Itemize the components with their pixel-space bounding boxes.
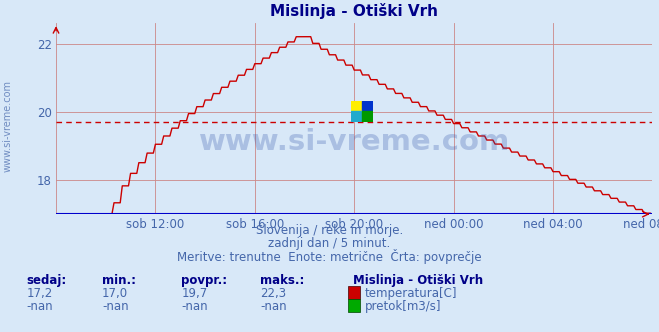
Bar bbox=[362, 112, 373, 122]
Text: 17,0: 17,0 bbox=[102, 287, 129, 300]
Text: temperatura[C]: temperatura[C] bbox=[364, 287, 457, 300]
Text: Meritve: trenutne  Enote: metrične  Črta: povprečje: Meritve: trenutne Enote: metrične Črta: … bbox=[177, 249, 482, 264]
Text: zadnji dan / 5 minut.: zadnji dan / 5 minut. bbox=[268, 237, 391, 250]
Text: -nan: -nan bbox=[26, 300, 53, 313]
Text: 17,2: 17,2 bbox=[26, 287, 53, 300]
Bar bbox=[351, 101, 362, 112]
Bar bbox=[351, 112, 362, 122]
Text: 22,3: 22,3 bbox=[260, 287, 287, 300]
Text: Slovenija / reke in morje.: Slovenija / reke in morje. bbox=[256, 224, 403, 237]
Text: sedaj:: sedaj: bbox=[26, 274, 67, 287]
Text: -nan: -nan bbox=[260, 300, 287, 313]
Text: min.:: min.: bbox=[102, 274, 136, 287]
Text: www.si-vreme.com: www.si-vreme.com bbox=[198, 127, 510, 156]
Text: povpr.:: povpr.: bbox=[181, 274, 227, 287]
Text: www.si-vreme.com: www.si-vreme.com bbox=[3, 80, 13, 172]
Text: Mislinja - Otiški Vrh: Mislinja - Otiški Vrh bbox=[353, 274, 482, 287]
Bar bbox=[362, 101, 373, 112]
Text: maks.:: maks.: bbox=[260, 274, 304, 287]
Text: -nan: -nan bbox=[102, 300, 129, 313]
Text: 19,7: 19,7 bbox=[181, 287, 208, 300]
Text: pretok[m3/s]: pretok[m3/s] bbox=[364, 300, 441, 313]
Title: Mislinja - Otiški Vrh: Mislinja - Otiški Vrh bbox=[270, 3, 438, 19]
Text: -nan: -nan bbox=[181, 300, 208, 313]
